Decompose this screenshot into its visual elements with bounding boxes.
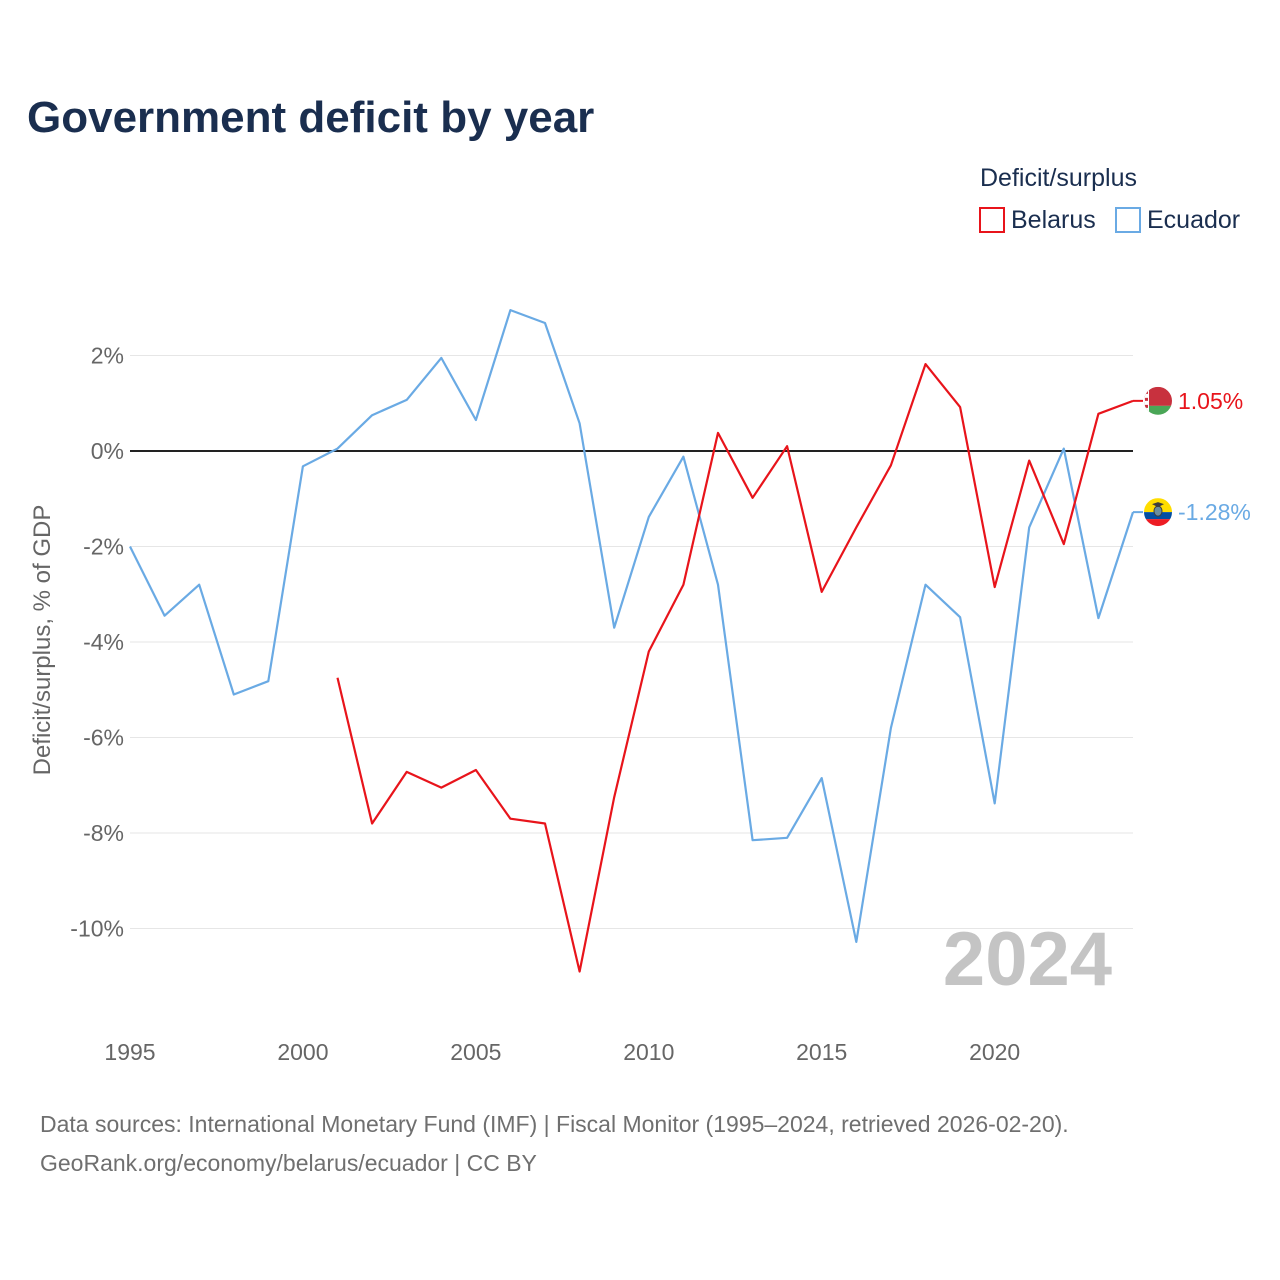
ecuador-flag-icon [1144, 498, 1172, 527]
y-tick-label: -6% [83, 725, 124, 751]
y-axis-ticks: 2% 0% -2% -4% -6% -8% -10% [70, 343, 124, 942]
legend-swatch-belarus[interactable] [979, 207, 1005, 233]
data-source-note: Data sources: International Monetary Fun… [40, 1111, 1069, 1137]
belarus-flag-icon [1144, 386, 1172, 415]
y-tick-label: 0% [91, 438, 124, 464]
y-tick-label: 2% [91, 343, 124, 369]
chart-title: Government deficit by year [27, 93, 594, 142]
x-axis-ticks: 1995 2000 2005 2010 2015 2020 [104, 1039, 1020, 1065]
gridlines [130, 355, 1133, 929]
y-axis-label: Deficit/surplus, % of GDP [29, 505, 56, 776]
x-tick-label: 1995 [104, 1039, 155, 1065]
legend-title: Deficit/surplus [980, 164, 1137, 192]
series-line-ecuador[interactable] [129, 309, 1135, 943]
x-tick-label: 2000 [277, 1039, 328, 1065]
license-note[interactable]: GeoRank.org/economy/belarus/ecuador | CC… [40, 1150, 537, 1176]
legend-label-ecuador[interactable]: Ecuador [1147, 206, 1240, 234]
end-label-ecuador: -1.28% [1178, 499, 1251, 525]
x-tick-label: 2005 [450, 1039, 501, 1065]
x-tick-label: 2015 [796, 1039, 847, 1065]
series-lines [129, 309, 1143, 973]
y-tick-label: -10% [70, 916, 124, 942]
year-watermark: 2024 [943, 917, 1112, 1002]
y-tick-label: -4% [83, 629, 124, 655]
legend-swatch-ecuador[interactable] [1115, 207, 1141, 233]
x-tick-label: 2010 [623, 1039, 674, 1065]
series-line-belarus[interactable] [336, 363, 1134, 973]
y-tick-label: -8% [83, 820, 124, 846]
x-tick-label: 2020 [969, 1039, 1020, 1065]
end-label-belarus: 1.05% [1178, 388, 1243, 414]
y-tick-label: -2% [83, 534, 124, 560]
legend: Deficit/surplus Belarus Ecuador [979, 164, 1240, 234]
legend-label-belarus[interactable]: Belarus [1011, 206, 1096, 234]
